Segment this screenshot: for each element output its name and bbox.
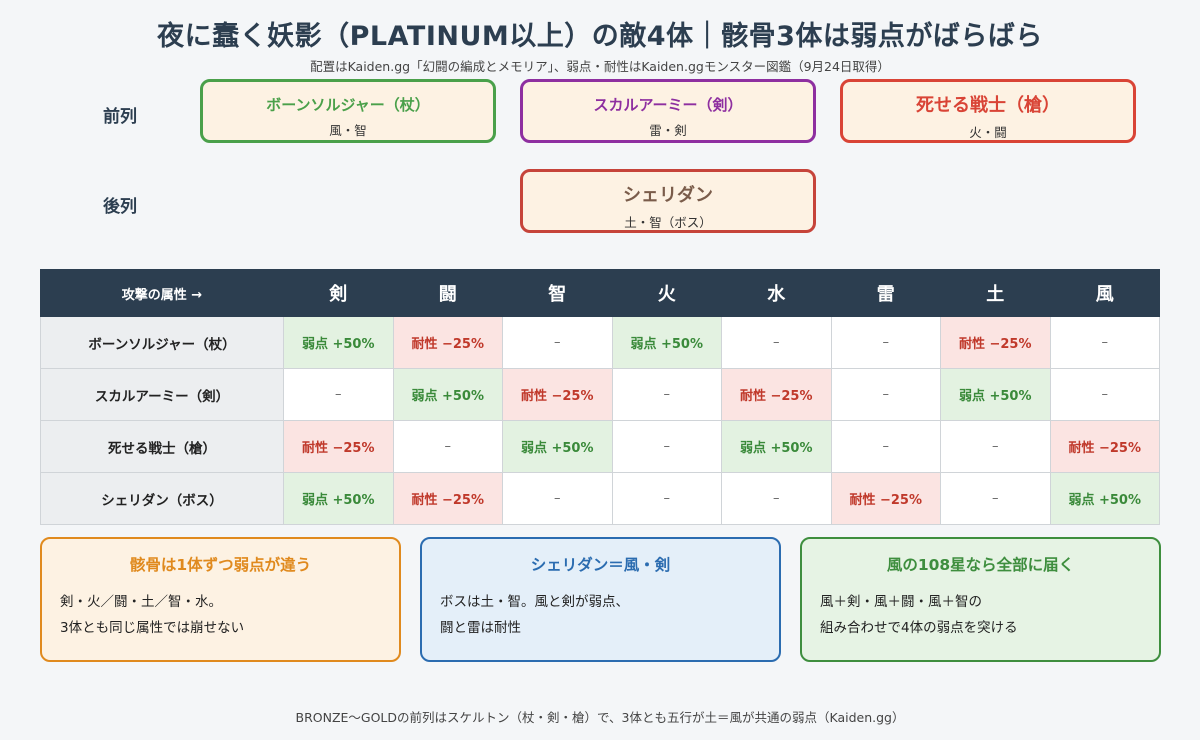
table-cell: – [1049,368,1160,421]
enemy-card-sheridan: シェリダン 土・智（ボス） [520,169,816,233]
back-row-label: 後列 [103,197,137,217]
table-row: スカルアーミー（剣） – 弱点 +50% 耐性 −25% – 耐性 −25% –… [40,368,1160,421]
weakness-table: 攻撃の属性 → 剣 闘 智 火 水 雷 土 風 ボーンソルジャー（杖） 弱点 +… [40,269,1160,525]
table-cell: 耐性 −25% [392,472,503,525]
note-line: 剣・火／闘・土／智・水。 [60,594,222,610]
note-title: シェリダン＝風・剣 [530,556,671,574]
table-cell: 耐性 −25% [1049,420,1160,473]
table-cell: – [721,316,832,369]
row-label: ボーンソルジャー（杖） [40,316,284,369]
note-card-wind-108: 風の108星なら全部に届く 風＋剣・風＋闘・風＋智の 組み合わせで4体の弱点を突… [800,537,1161,662]
table-cell: 弱点 +50% [940,368,1051,421]
note-title: 風の108星なら全部に届く [886,556,1075,574]
table-cell: 弱点 +50% [721,420,832,473]
enemy-card-dead-warrior: 死せる戦士（槍） 火・闘 [840,79,1136,143]
table-cell: – [1049,316,1160,369]
table-header-row: 攻撃の属性 → 剣 闘 智 火 水 雷 土 風 [40,269,1160,317]
table-cell: – [283,368,394,421]
table-cell: 弱点 +50% [611,316,722,369]
table-cell: 耐性 −25% [502,368,613,421]
row-label: シェリダン（ボス） [40,472,284,525]
table-cell: – [611,420,722,473]
table-cell: 耐性 −25% [392,316,503,369]
note-title: 骸骨は1体ずつ弱点が違う [129,556,312,574]
note-line: 組み合わせで4体の弱点を突ける [820,620,1018,636]
table-cell: 弱点 +50% [1049,472,1160,525]
table-cell: 耐性 −25% [283,420,394,473]
row-label: 死せる戦士（槍） [40,420,284,473]
table-cell: – [830,420,941,473]
table-cell: 弱点 +50% [283,316,394,369]
table-cell: – [392,420,503,473]
table-cell: 耐性 −25% [940,316,1051,369]
enemy-name: シェリダン [623,185,713,206]
column-header: 闘 [392,269,503,317]
column-header: 風 [1049,269,1160,317]
enemy-name: ボーンソルジャー（杖） [266,96,430,114]
column-header: 雷 [830,269,941,317]
enemy-attributes: 火・闘 [969,125,1007,140]
column-header: 土 [940,269,1051,317]
note-line: 闘と雷は耐性 [440,620,521,636]
front-row-label: 前列 [103,107,137,127]
table-cell: – [611,472,722,525]
table-row: ボーンソルジャー（杖） 弱点 +50% 耐性 −25% – 弱点 +50% – … [40,316,1160,369]
enemy-name: 死せる戦士（槍） [916,95,1060,116]
attack-attribute-header: 攻撃の属性 → [40,269,284,317]
table-cell: – [940,472,1051,525]
page-subtitle: 配置はKaiden.gg「幻闘の編成とメモリア」、弱点・耐性はKaiden.gg… [310,59,890,74]
column-header: 剣 [283,269,394,317]
table-cell: 弱点 +50% [502,420,613,473]
table-cell: – [940,420,1051,473]
page-title: 夜に蠢く妖影（PLATINUM以上）の敵4体｜骸骨3体は弱点がばらばら [157,21,1043,52]
table-cell: – [611,368,722,421]
enemy-attributes: 風・智 [329,123,367,138]
enemy-attributes: 雷・剣 [649,123,687,138]
column-header: 火 [611,269,722,317]
enemy-card-skull-army: スカルアーミー（剣） 雷・剣 [520,79,816,143]
table-cell: 耐性 −25% [721,368,832,421]
note-line: 風＋剣・風＋闘・風＋智の [820,594,982,610]
note-card-skeleton-weakness: 骸骨は1体ずつ弱点が違う 剣・火／闘・土／智・水。 3体とも同じ属性では崩せない [40,537,401,662]
enemy-attributes: 土・智（ボス） [624,215,712,230]
table-cell: 弱点 +50% [392,368,503,421]
column-header: 智 [502,269,613,317]
enemy-card-bone-soldier: ボーンソルジャー（杖） 風・智 [200,79,496,143]
table-row: 死せる戦士（槍） 耐性 −25% – 弱点 +50% – 弱点 +50% – –… [40,420,1160,473]
table-cell: – [721,472,832,525]
table-cell: 耐性 −25% [830,472,941,525]
table-cell: – [502,316,613,369]
footer-note: BRONZE〜GOLDの前列はスケルトン（杖・剣・槍）で、3体とも五行が土＝風が… [295,710,905,725]
table-cell: – [830,368,941,421]
note-line: 3体とも同じ属性では崩せない [60,620,245,636]
row-label: スカルアーミー（剣） [40,368,284,421]
table-cell: – [502,472,613,525]
column-header: 水 [721,269,832,317]
note-card-sheridan: シェリダン＝風・剣 ボスは土・智。風と剣が弱点、 闘と雷は耐性 [420,537,781,662]
table-cell: 弱点 +50% [283,472,394,525]
table-cell: – [830,316,941,369]
enemy-name: スカルアーミー（剣） [593,96,743,114]
table-row: シェリダン（ボス） 弱点 +50% 耐性 −25% – – – 耐性 −25% … [40,472,1160,525]
note-line: ボスは土・智。風と剣が弱点、 [440,594,629,610]
